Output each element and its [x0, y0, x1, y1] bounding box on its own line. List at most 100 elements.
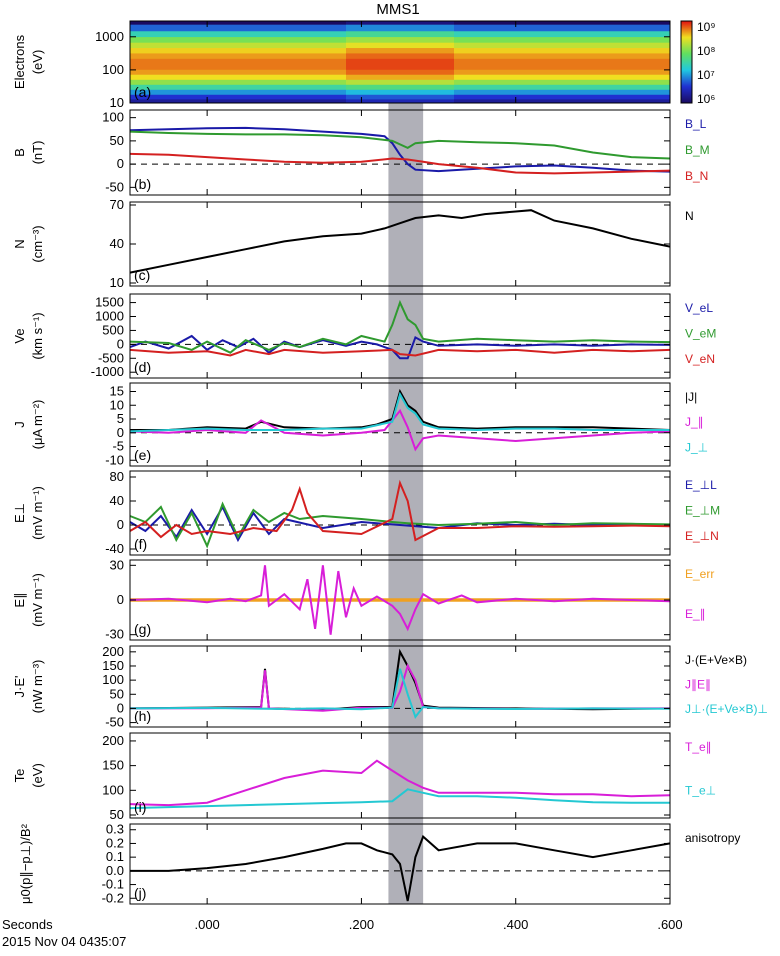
legend-entry: V_eL	[685, 301, 713, 315]
heatmap-cell	[382, 37, 419, 44]
heatmap-cell	[346, 99, 383, 104]
heatmap-cell	[346, 89, 383, 96]
heatmap-cell	[166, 89, 203, 96]
heatmap-cell	[130, 94, 167, 100]
panel-frame	[129, 732, 671, 819]
heatmap-cell	[526, 37, 563, 44]
heatmap-cell	[490, 37, 527, 44]
heatmap-cell	[130, 48, 167, 54]
y-tick-label: 5	[117, 411, 124, 426]
y-axis-label: (eV)	[30, 50, 45, 75]
heatmap-cell	[418, 74, 455, 81]
heatmap-cell	[526, 58, 563, 65]
heatmap-cell	[490, 24, 527, 32]
series-line-2	[129, 788, 670, 810]
y-tick-label: 10	[110, 95, 124, 110]
heatmap-cell	[382, 69, 419, 76]
panel-frame	[129, 109, 671, 196]
y-tick-label: 70	[110, 197, 124, 212]
heatmap-cell	[526, 89, 563, 96]
heatmap-cell	[526, 69, 563, 76]
heatmap-cell	[634, 42, 671, 49]
heatmap-cell	[490, 31, 527, 38]
y-tick-label: 500	[102, 322, 124, 337]
heatmap-cell	[562, 24, 599, 32]
legend-entry: E_err	[685, 567, 714, 581]
heatmap-cell	[346, 53, 383, 60]
heatmap-cell	[634, 53, 671, 60]
y-axis-label: Electrons	[12, 34, 27, 89]
panel-frame	[129, 470, 671, 556]
heatmap-cell	[562, 84, 599, 91]
heatmap-cell	[490, 64, 527, 71]
series-line-3	[129, 348, 671, 357]
heatmap-cell	[382, 31, 419, 38]
heatmap-cell	[382, 42, 419, 49]
colorbar-label-3: 10⁷	[697, 68, 715, 82]
heatmap-cell	[526, 53, 563, 60]
heatmap-cell	[490, 94, 527, 100]
heatmap-cell	[598, 24, 635, 32]
legend-entry: J_⊥	[685, 440, 708, 454]
y-tick-label: 1000	[95, 309, 124, 324]
heatmap-cell	[634, 24, 671, 32]
x-tick-label: .200	[349, 917, 374, 932]
heatmap-cell	[310, 48, 347, 54]
series-line-2	[129, 501, 671, 549]
series-line-1	[130, 388, 671, 431]
y-tick-label: 200	[102, 733, 124, 748]
series-line-2	[129, 130, 671, 160]
heatmap-cell	[274, 37, 311, 44]
heatmap-cell	[166, 24, 203, 32]
heatmap-cell	[166, 42, 203, 49]
heatmap-cell	[310, 94, 347, 100]
heatmap-cell	[598, 48, 635, 54]
heatmap-cell	[634, 58, 671, 65]
legend-entry: N	[685, 209, 694, 223]
heatmap-cell	[598, 99, 635, 104]
heatmap-cell	[418, 58, 455, 65]
heatmap-cell	[310, 21, 347, 26]
heatmap-cell	[310, 42, 347, 49]
y-tick-label: 100	[102, 782, 124, 797]
panel-label: (d)	[134, 359, 151, 375]
heatmap-cell	[490, 89, 527, 96]
heatmap-cell	[562, 64, 599, 71]
y-tick-label: -30	[105, 627, 124, 642]
heatmap-cell	[526, 64, 563, 71]
y-tick-label: -50	[105, 179, 124, 194]
heatmap-cell	[490, 21, 527, 26]
heatmap-cell	[238, 69, 275, 76]
colorbar-label-4: 10⁶	[697, 92, 715, 106]
heatmap-cell	[346, 48, 383, 54]
y-tick-label: 10	[110, 275, 124, 290]
heatmap-cell	[634, 69, 671, 76]
heatmap-cell	[130, 74, 167, 81]
heatmap-cell	[202, 84, 239, 91]
y-tick-label: 50	[110, 133, 124, 148]
panel-frame	[129, 382, 671, 467]
panel-c: N	[129, 209, 694, 274]
heatmap-cell	[418, 69, 455, 76]
heatmap-cell	[238, 79, 275, 86]
panel-i: T_e∥ T_e⊥	[129, 740, 716, 810]
heatmap-cell	[526, 42, 563, 49]
panel-label: (b)	[134, 176, 151, 192]
heatmap-cell	[238, 48, 275, 54]
panel-frame	[129, 823, 671, 905]
y-tick-label: -1000	[91, 364, 124, 379]
heatmap-cell	[346, 31, 383, 38]
heatmap-cell	[382, 64, 419, 71]
y-tick-label: 0.1	[106, 849, 124, 864]
legend-entry: J∥E∥	[685, 677, 711, 691]
y-axis-label: (cm⁻³)	[30, 225, 45, 262]
heatmap-cell	[130, 89, 167, 96]
y-tick-label: -40	[105, 541, 124, 556]
y-tick-label: -500	[98, 350, 124, 365]
heatmap-cell	[454, 74, 491, 81]
heatmap-cell	[634, 48, 671, 54]
heatmap-cell	[166, 74, 203, 81]
colorbar-label-1: 10⁹	[697, 20, 716, 34]
